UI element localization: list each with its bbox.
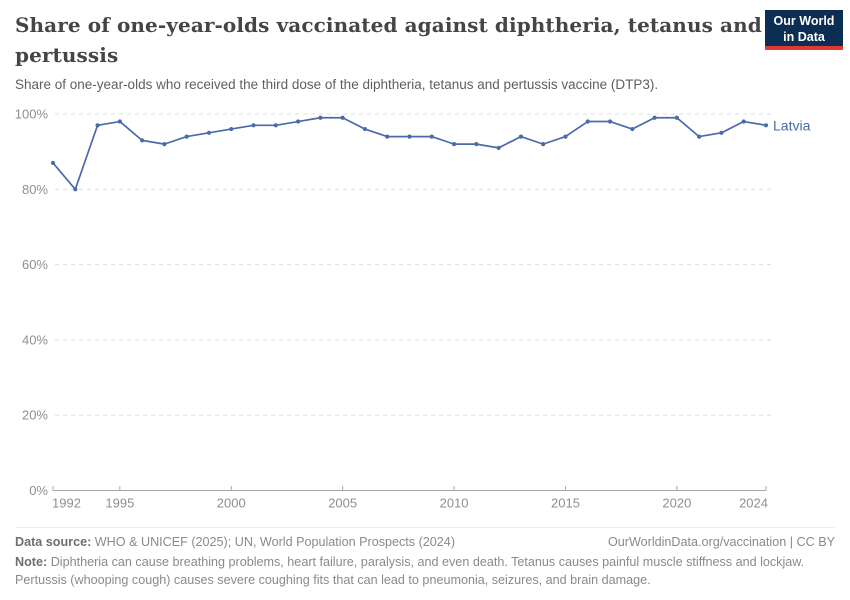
series-point[interactable] [407, 134, 412, 139]
series-point[interactable] [451, 142, 457, 147]
x-axis-tick-label: 1995 [105, 496, 134, 511]
series-line-latvia[interactable] [52, 116, 767, 191]
x-axis-tick-label: 2020 [662, 496, 691, 511]
owid-logo[interactable]: Our World in Data [765, 10, 843, 50]
x-axis-tick-label: 2024 [739, 496, 768, 511]
series-point[interactable] [95, 123, 100, 128]
series-point[interactable] [496, 145, 501, 150]
x-axis-tick-label: 2015 [551, 496, 580, 511]
series-point[interactable] [763, 123, 769, 128]
note-line: Note: Diphtheria can cause breathing pro… [15, 554, 815, 590]
series-point[interactable] [184, 134, 189, 139]
series-point[interactable] [50, 160, 56, 166]
y-axis-tick-label: 0% [29, 483, 48, 498]
x-axis-tick-label: 1992 [52, 496, 81, 511]
series-point[interactable] [251, 123, 256, 128]
series-point[interactable] [206, 130, 212, 135]
series-point[interactable] [385, 134, 390, 139]
x-axis-tick-label: 2010 [440, 496, 469, 511]
citation-link[interactable]: OurWorldinData.org/vaccination | CC BY [607, 535, 835, 549]
data-source-text: WHO & UNICEF (2025); UN, World Populatio… [94, 535, 456, 549]
series-point[interactable] [273, 123, 278, 128]
series-point[interactable] [340, 115, 345, 120]
series-point[interactable] [697, 134, 702, 139]
chart-footer: Data source: WHO & UNICEF (2025); UN, Wo… [15, 527, 835, 590]
y-axis-tick-label: 80% [22, 182, 48, 197]
series-point[interactable] [162, 142, 167, 147]
series-point[interactable] [563, 134, 568, 139]
series-point[interactable] [73, 187, 78, 192]
note-label: Note: [15, 555, 48, 569]
page-title: Share of one-year-olds vaccinated agains… [15, 13, 762, 67]
owid-logo-line1: Our World [773, 14, 835, 28]
series-point[interactable] [229, 126, 234, 132]
y-axis-tick-label: 100% [15, 107, 49, 122]
series-point[interactable] [474, 142, 479, 147]
series-point[interactable] [429, 134, 434, 139]
y-axis-tick-label: 20% [22, 408, 48, 423]
chart-subtitle: Share of one-year-olds who received the … [15, 77, 659, 92]
series-point[interactable] [295, 119, 301, 124]
series-point[interactable] [630, 126, 635, 132]
series-point[interactable] [140, 138, 145, 143]
series-end-label[interactable]: Latvia [773, 117, 811, 133]
series-point[interactable] [362, 126, 368, 132]
series-point[interactable] [741, 119, 746, 124]
series-point[interactable] [541, 142, 546, 147]
data-source-label: Data source: [15, 535, 92, 549]
y-axis-tick-label: 60% [22, 257, 48, 272]
series-point[interactable] [719, 130, 724, 135]
x-axis-tick-label: 2000 [217, 496, 246, 511]
y-axis-tick-label: 40% [22, 332, 48, 347]
owid-logo-line2: in Data [783, 30, 825, 44]
series-point[interactable] [674, 115, 679, 120]
series-point[interactable] [117, 119, 122, 124]
series-point[interactable] [585, 119, 590, 124]
series-point[interactable] [318, 115, 323, 120]
note-text: Diphtheria can cause breathing problems,… [15, 555, 805, 587]
series-point[interactable] [607, 119, 613, 124]
series-point[interactable] [518, 134, 524, 139]
series-point[interactable] [652, 115, 657, 120]
x-axis-tick-label: 2005 [328, 496, 357, 511]
data-source-line: Data source: WHO & UNICEF (2025); UN, Wo… [15, 535, 455, 549]
